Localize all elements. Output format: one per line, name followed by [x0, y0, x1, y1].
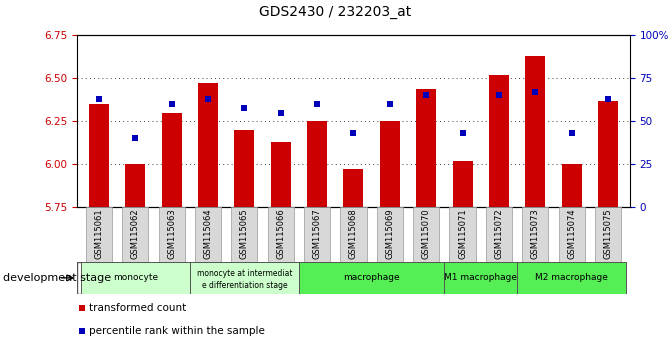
Text: monocyte at intermediat: monocyte at intermediat	[196, 269, 292, 278]
Text: GSM115067: GSM115067	[313, 209, 322, 259]
Bar	[598, 101, 618, 207]
Bar	[198, 84, 218, 207]
Bar	[344, 169, 363, 207]
Bar	[89, 104, 109, 207]
FancyBboxPatch shape	[522, 207, 548, 262]
Bar	[161, 113, 182, 207]
Text: GSM115065: GSM115065	[240, 209, 249, 259]
FancyBboxPatch shape	[122, 207, 148, 262]
FancyBboxPatch shape	[340, 207, 366, 262]
Text: GSM115074: GSM115074	[567, 209, 576, 259]
Text: GSM115072: GSM115072	[494, 209, 503, 259]
Bar	[452, 161, 472, 207]
Bar	[416, 88, 436, 207]
Text: percentile rank within the sample: percentile rank within the sample	[89, 326, 265, 336]
Bar	[271, 142, 291, 207]
FancyBboxPatch shape	[377, 207, 403, 262]
FancyBboxPatch shape	[595, 207, 621, 262]
Text: GSM115069: GSM115069	[385, 209, 394, 259]
Bar	[125, 164, 145, 207]
Text: GSM115070: GSM115070	[421, 209, 431, 259]
Bar	[380, 121, 400, 207]
FancyBboxPatch shape	[444, 262, 517, 294]
FancyBboxPatch shape	[80, 262, 190, 294]
Text: GSM115061: GSM115061	[94, 209, 103, 259]
Text: development stage: development stage	[3, 273, 111, 283]
FancyBboxPatch shape	[190, 262, 299, 294]
Text: GSM115064: GSM115064	[204, 209, 212, 259]
Text: GSM115063: GSM115063	[167, 209, 176, 259]
FancyBboxPatch shape	[486, 207, 512, 262]
FancyBboxPatch shape	[517, 262, 626, 294]
FancyBboxPatch shape	[86, 207, 112, 262]
FancyBboxPatch shape	[159, 207, 185, 262]
Text: GSM115073: GSM115073	[531, 209, 540, 259]
Bar	[307, 121, 327, 207]
Text: GSM115075: GSM115075	[604, 209, 612, 259]
Text: e differentiation stage: e differentiation stage	[202, 281, 287, 290]
Text: GDS2430 / 232203_at: GDS2430 / 232203_at	[259, 5, 411, 19]
Text: monocyte: monocyte	[113, 273, 158, 282]
Bar	[561, 164, 582, 207]
FancyBboxPatch shape	[413, 207, 440, 262]
Text: transformed count: transformed count	[89, 303, 187, 313]
FancyBboxPatch shape	[267, 207, 293, 262]
FancyBboxPatch shape	[450, 207, 476, 262]
FancyBboxPatch shape	[304, 207, 330, 262]
Text: GSM115071: GSM115071	[458, 209, 467, 259]
Bar	[234, 130, 255, 207]
Text: M2 macrophage: M2 macrophage	[535, 273, 608, 282]
Text: GSM115068: GSM115068	[349, 209, 358, 259]
FancyBboxPatch shape	[231, 207, 257, 262]
FancyBboxPatch shape	[195, 207, 221, 262]
FancyBboxPatch shape	[559, 207, 585, 262]
Text: GSM115066: GSM115066	[276, 209, 285, 259]
Text: M1 macrophage: M1 macrophage	[444, 273, 517, 282]
Bar	[489, 75, 509, 207]
Text: GSM115062: GSM115062	[131, 209, 140, 259]
Bar	[525, 56, 545, 207]
Text: macrophage: macrophage	[343, 273, 400, 282]
FancyBboxPatch shape	[299, 262, 444, 294]
